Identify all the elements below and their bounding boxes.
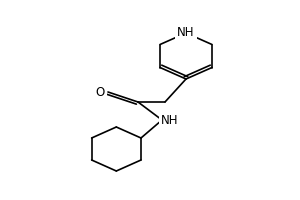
Text: O: O [96, 86, 105, 98]
Text: NH: NH [161, 114, 178, 127]
Text: NH: NH [177, 26, 195, 40]
